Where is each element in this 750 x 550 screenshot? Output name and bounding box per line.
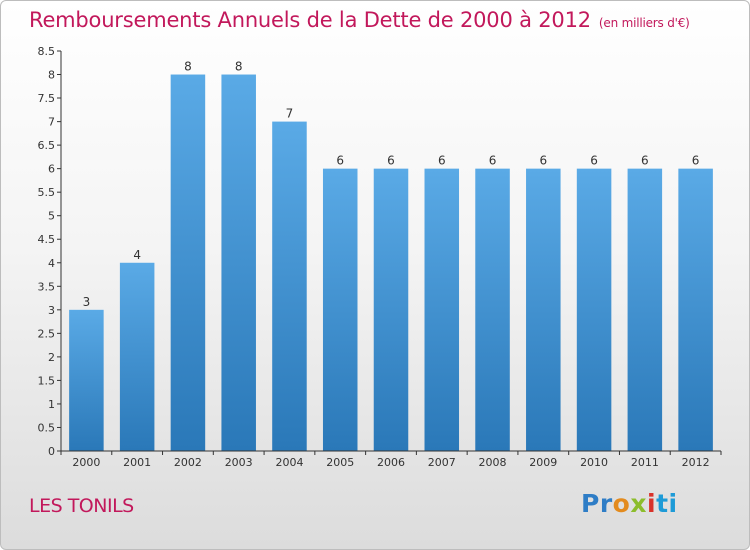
bar <box>424 168 460 451</box>
data-label: 8 <box>235 60 243 74</box>
bar <box>221 74 256 451</box>
y-tick-label: 1 <box>48 398 55 411</box>
bar <box>119 262 155 451</box>
x-tick-label: 2004 <box>275 456 303 469</box>
y-tick-label: 5 <box>48 210 55 223</box>
y-tick-label: 2 <box>48 351 55 364</box>
x-tick-label: 2006 <box>377 456 405 469</box>
x-tick-label: 2005 <box>326 456 354 469</box>
logo-part: x <box>630 489 647 518</box>
y-tick-label: 3.5 <box>38 280 56 293</box>
x-tick-label: 2001 <box>123 456 151 469</box>
data-label: 6 <box>438 154 446 168</box>
x-tick-label: 2008 <box>479 456 507 469</box>
data-label: 4 <box>133 248 141 262</box>
bar <box>678 168 713 451</box>
y-tick-label: 8.5 <box>38 45 56 58</box>
x-tick-label: 2010 <box>580 456 608 469</box>
bar <box>322 168 358 451</box>
y-tick-label: 3 <box>48 304 55 317</box>
data-label: 6 <box>387 154 395 168</box>
y-tick-label: 7 <box>48 116 55 129</box>
x-tick-label: 2000 <box>72 456 100 469</box>
data-label: 6 <box>489 154 497 168</box>
unit-label: (en milliers d'€) <box>598 16 690 30</box>
data-label: 7 <box>286 107 294 121</box>
data-label: 6 <box>590 154 598 168</box>
bar <box>170 74 206 451</box>
x-tick-label: 2007 <box>428 456 456 469</box>
bar <box>627 168 663 451</box>
y-tick-label: 4.5 <box>38 233 56 246</box>
bar <box>272 121 307 452</box>
x-tick-label: 2012 <box>682 456 710 469</box>
y-tick-label: 1.5 <box>38 374 56 387</box>
bar <box>69 309 104 451</box>
y-tick-label: 6.5 <box>38 139 56 152</box>
logo-part: ti <box>656 489 678 518</box>
data-label: 6 <box>692 154 700 168</box>
bar <box>475 168 510 451</box>
y-tick-label: 0 <box>48 445 55 458</box>
x-tick-label: 2003 <box>225 456 253 469</box>
y-tick-label: 4 <box>48 257 55 270</box>
chart-title: Remboursements Annuels de la Dette de 20… <box>29 8 690 32</box>
data-label: 6 <box>539 154 547 168</box>
y-tick-label: 5.5 <box>38 186 56 199</box>
commune-name: LES TONILS <box>29 495 134 517</box>
data-label: 6 <box>641 154 649 168</box>
x-tick-label: 2011 <box>631 456 659 469</box>
y-tick-label: 8 <box>48 69 55 82</box>
bar <box>576 168 612 451</box>
title-text: Remboursements Annuels de la Dette de 20… <box>29 8 591 32</box>
y-tick-label: 2.5 <box>38 327 56 340</box>
proxiti-logo: Proxiti <box>581 489 678 518</box>
logo-part: o <box>612 489 631 518</box>
y-tick-label: 7.5 <box>38 92 56 105</box>
y-tick-label: 0.5 <box>38 421 56 434</box>
bar <box>373 168 409 451</box>
y-tick-label: 6 <box>48 163 55 176</box>
bars-layer <box>69 74 713 452</box>
logo-part: Pr <box>581 489 613 518</box>
data-label: 3 <box>83 295 91 309</box>
logo-part: i <box>646 489 657 518</box>
axis-layer: 0 0.5 1 1.5 2 2.5 3 3.5 4 4.5 5 5.5 6 6.5 7 7.5 8 8.5 3 200… <box>38 45 722 469</box>
x-tick-label: 2002 <box>174 456 202 469</box>
x-tick-label: 2009 <box>529 456 557 469</box>
data-label: 8 <box>184 60 192 74</box>
bar <box>526 168 561 451</box>
data-label: 6 <box>336 154 344 168</box>
